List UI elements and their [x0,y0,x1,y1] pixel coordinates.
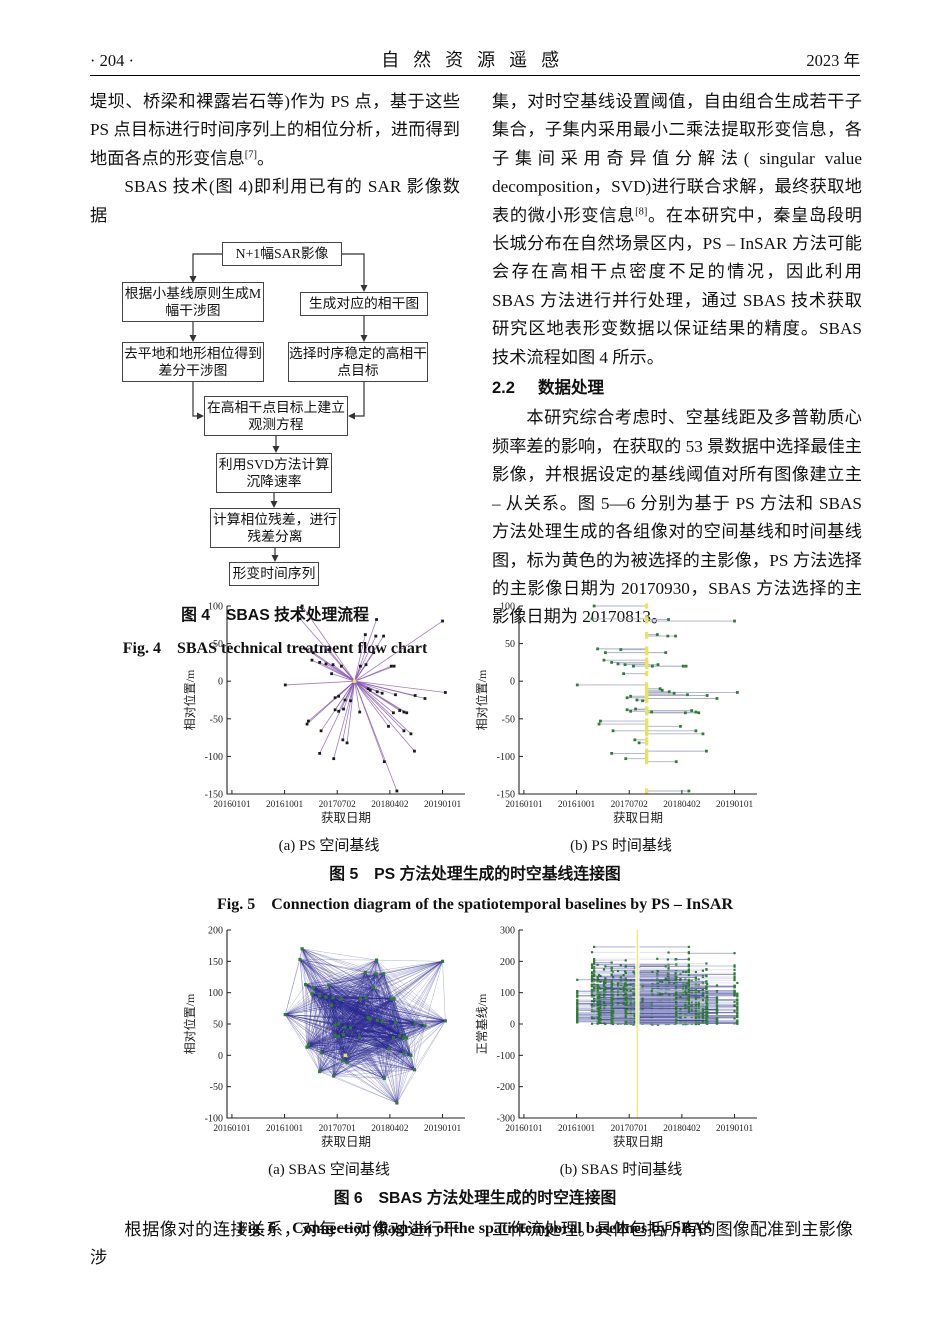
flow-box-time-series: 形变时间序列 [229,562,319,587]
paragraph-text: 。在本研究中，秦皇岛段明长城分布在自然场景区内，PS – InSAR 方法可能会… [492,205,862,367]
paragraph-text: 堤坝、桥梁和裸露岩石等)作为 PS 点，基于这些 PS 点目标进行时间序列上的相… [90,92,460,168]
figure6-subcaptions: (a) SBAS 空间基线 (b) SBAS 时间基线 [0,1158,950,1179]
figure6-plots: 200 150 100 50 0 -50 -100 20160101 20161001 20170… [0,922,950,1156]
svg-text:50: 50 [213,639,223,650]
figure4-caption-en: Fig. 4 SBAS technical treatment flow cha… [122,640,428,658]
flow-box-residuals: 计算相位残差，进行 残差分离 [210,508,340,549]
svg-text:150: 150 [208,957,223,968]
svg-text:20160101: 20160101 [213,1124,251,1134]
left-column: 堤坝、桥梁和裸露岩石等)作为 PS 点，基于这些 PS 点目标进行时间序列上的相… [90,88,460,664]
paragraph: 根据像对的连接关系，对每一对像对进行干涉 [90,1220,460,1267]
section-number: 2.2 [492,379,515,398]
bottom-paragraphs: 根据像对的连接关系，对每一对像对进行干涉 工作流处理。具体包括所有的图像配准到主… [90,1216,862,1272]
reference-marker: [8] [635,205,648,217]
svg-text:20161001: 20161001 [266,1124,304,1134]
svg-text:-150: -150 [497,790,515,801]
figure6-caption-en: Fig. 6 Connection diagram of the spatiot… [237,1220,713,1237]
svg-text:相对位置/m: 相对位置/m [183,993,197,1054]
svg-text:20160101: 20160101 [213,800,251,810]
paragraph: 工作流处理。具体包括所有的图像配准到主影像 [492,1220,853,1239]
svg-text:20180402: 20180402 [371,1124,409,1134]
svg-text:0: 0 [510,677,515,688]
svg-text:50: 50 [505,639,515,650]
svg-text:0: 0 [218,1051,223,1062]
figures-block: 100 50 0 -50 -100 -150 20160101 20161001 2017070… [0,598,950,1246]
svg-text:20170701: 20170701 [319,1124,357,1134]
paragraph: SBAS 技术(图 4)即利用已有的 SAR 影像数据 [90,177,460,225]
svg-text:20190101: 20190101 [716,800,754,810]
svg-text:-100: -100 [205,1114,223,1125]
svg-text:-100: -100 [497,752,515,763]
flow-box-observation-equation: 在高相干点目标上建立 观测方程 [204,396,348,437]
body-columns: 堤坝、桥梁和裸露岩石等)作为 PS 点，基于这些 PS 点目标进行时间序列上的相… [90,88,862,664]
figure4-caption-zh: 图 4 SBAS 技术处理流程 [181,607,369,625]
svg-text:0: 0 [218,677,223,688]
reference-marker: [7] [244,149,257,161]
svg-text:-150: -150 [205,790,223,801]
flow-box-select-targets: 选择时序稳定的高相干 点目标 [288,342,428,383]
svg-text:100: 100 [208,602,223,613]
paragraph: 本研究综合考虑时、空基线距及多普勒质心频率差的影响，在获取的 53 景数据中选择… [492,408,862,627]
svg-text:20190101: 20190101 [424,1124,462,1134]
paragraph: 集，对时空基线设置阈值，自由组合生成若干子集合，子集内采用最小二乘法提取形变信息… [492,88,862,372]
svg-text:-100: -100 [205,752,223,763]
svg-text:20170702: 20170702 [319,800,357,810]
svg-text:相对位置/m: 相对位置/m [183,669,197,730]
svg-text:-50: -50 [502,714,515,725]
svg-text:-50: -50 [210,714,223,725]
svg-text:20180402: 20180402 [371,800,409,810]
figure5b-label: (b) PS 时间基线 [570,838,672,854]
sbas-flowchart: N+1幅SAR影像 根据小基线原则生成M 幅干涉图 生成对应的相干图 去平地和地… [90,236,470,594]
svg-text:获取日期: 获取日期 [321,1135,371,1149]
figure5a-label: (a) PS 空间基线 [278,838,380,854]
figure5-caption-en: Fig. 5 Connection diagram of the spatiot… [216,896,734,913]
figure5-plots: 100 50 0 -50 -100 -150 20160101 20161001 2017070… [0,598,950,832]
svg-text:50: 50 [213,1020,223,1031]
paragraph: 堤坝、桥梁和裸露岩石等)作为 PS 点，基于这些 PS 点目标进行时间序列上的相… [90,88,460,173]
svg-text:获取日期: 获取日期 [613,811,663,825]
flow-box-interferograms: 根据小基线原则生成M 幅干涉图 [122,282,264,323]
svg-text:100: 100 [208,988,223,999]
figure5-subcaptions: (a) PS 空间基线 (b) PS 时间基线 [0,834,950,855]
svg-text:100: 100 [500,602,515,613]
flow-box-coherence-maps: 生成对应的相干图 [300,292,428,317]
figure6a-label: (a) SBAS 空间基线 [268,1162,390,1178]
flow-box-svd: 利用SVD方法计算 沉降速率 [216,453,332,494]
svg-text:20190101: 20190101 [424,800,462,810]
figure6b-label: (b) SBAS 时间基线 [559,1162,683,1178]
paragraph-text: 。 [256,148,275,168]
journal-title: 自然资源遥感 [381,50,574,70]
flow-box-sar-images: N+1幅SAR影像 [222,242,342,267]
page-number: · 204 · [90,51,134,70]
svg-text:20161001: 20161001 [558,800,596,810]
paragraph-text: 集，对时空基线设置阈值，自由组合生成若干子集合，子集内采用最小二乘法提取形变信息… [492,92,862,225]
right-column: 集，对时空基线设置阈值，自由组合生成若干子集合，子集内采用最小二乘法提取形变信息… [492,88,862,664]
section-title: 数据处理 [538,379,605,398]
flow-box-differential: 去平地和地形相位得到 差分干涉图 [122,342,264,383]
svg-text:获取日期: 获取日期 [321,811,371,825]
svg-text:20170702: 20170702 [611,800,649,810]
flowchart-arrows [189,253,368,563]
svg-text:200: 200 [208,926,223,937]
section-heading: 2.2 数据处理 [492,374,862,402]
svg-text:相对位置/m: 相对位置/m [475,669,489,730]
svg-text:20160101: 20160101 [505,800,543,810]
header-rule [90,75,860,76]
svg-text:20180402: 20180402 [663,800,701,810]
page-header: · 204 · 自然资源遥感 2023 年 [90,46,860,72]
svg-text:20161001: 20161001 [266,800,304,810]
figure5-caption-zh: 图 5 PS 方法处理生成的时空基线连接图 [329,866,621,883]
svg-text:-50: -50 [210,1082,223,1093]
year-label: 2023 年 [806,51,860,70]
figure6-caption-zh: 图 6 SBAS 方法处理生成的时空连接图 [333,1190,617,1207]
